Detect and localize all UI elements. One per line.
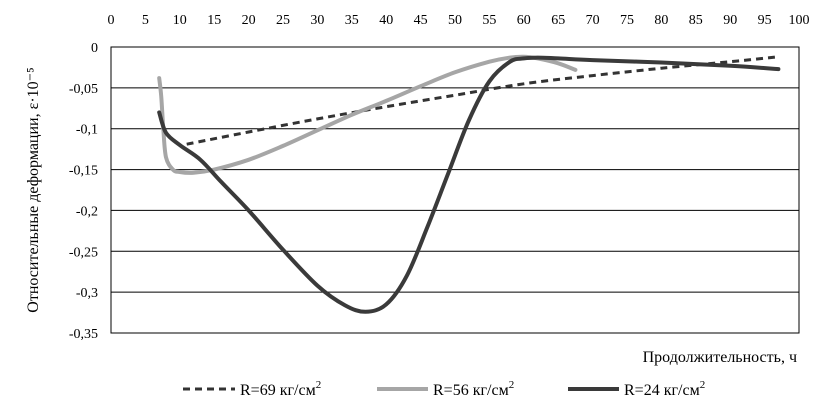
x-tick-label: 10 xyxy=(173,13,187,28)
legend-label-text: R=24 кг/см xyxy=(624,382,700,399)
x-tick-label: 50 xyxy=(448,13,462,28)
x-tick-label: 30 xyxy=(310,13,324,28)
x-tick-label: 0 xyxy=(108,13,115,28)
x-axis-title: Продолжительность, ч xyxy=(643,349,797,366)
legend-label-2: R=56 кг/см2 xyxy=(433,379,514,399)
x-tick-label: 35 xyxy=(345,13,359,28)
y-tick-label: -0,1 xyxy=(76,123,98,138)
x-tick-label: 85 xyxy=(689,13,703,28)
series-line-3 xyxy=(157,55,781,314)
legend-label-3: R=24 кг/см2 xyxy=(624,379,705,399)
plot-area-frame xyxy=(110,46,800,334)
y-tick-label: -0,15 xyxy=(69,164,98,179)
x-tick-label: 65 xyxy=(551,13,565,28)
legend-label-sup: 2 xyxy=(700,379,706,391)
series-line-1 xyxy=(186,55,779,146)
x-tick-label: 40 xyxy=(379,13,393,28)
y-tick-labels: 0 -0,05 -0,1 -0,15 -0,2 -0,25 -0,3 -0,35 xyxy=(69,41,98,342)
legend-label-sup: 2 xyxy=(509,379,515,391)
x-tick-label: 45 xyxy=(414,13,428,28)
x-tick-label: 25 xyxy=(276,13,290,28)
x-tick-label: 20 xyxy=(242,13,256,28)
y-tick-label: 0 xyxy=(91,41,98,56)
legend-label-text: R=56 кг/см xyxy=(433,382,509,399)
grid xyxy=(111,87,799,293)
x-tick-label: 60 xyxy=(517,13,531,28)
legend-label-text: R=69 кг/см xyxy=(240,382,316,399)
x-tick-label: 95 xyxy=(758,13,772,28)
y-axis-title: Относительные деформации, ε·10⁻⁵ xyxy=(25,67,42,312)
x-tick-label: 70 xyxy=(586,13,600,28)
x-tick-label: 90 xyxy=(723,13,737,28)
y-tick-label: -0,3 xyxy=(76,286,98,301)
x-tick-label: 5 xyxy=(142,13,149,28)
legend-label-1: R=69 кг/см2 xyxy=(240,379,321,399)
series-lines xyxy=(157,54,781,314)
x-tick-label: 80 xyxy=(654,13,668,28)
y-tick-label: -0,2 xyxy=(76,204,98,219)
legend-label-sup: 2 xyxy=(316,379,322,391)
y-tick-label: -0,05 xyxy=(69,82,98,97)
x-tick-labels: 0 5 10 15 20 25 30 35 40 45 50 55 60 65 70 75 80 85 90 95 10… xyxy=(108,13,810,28)
x-tick-label: 75 xyxy=(620,13,634,28)
legend: R=69 кг/см2 R=56 кг/см2 R=24 кг/см2 xyxy=(183,379,705,399)
x-tick-label: 100 xyxy=(789,13,810,28)
y-tick-label: -0,35 xyxy=(69,327,98,342)
x-tick-label: 15 xyxy=(207,13,221,28)
y-tick-label: -0,25 xyxy=(69,245,98,260)
x-tick-label: 55 xyxy=(482,13,496,28)
series-line-2 xyxy=(157,54,578,175)
